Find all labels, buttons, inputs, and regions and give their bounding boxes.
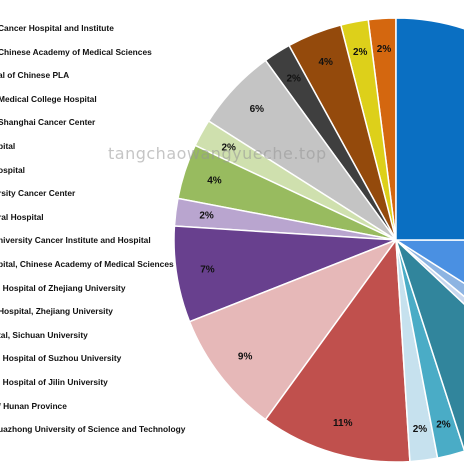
pie-slice — [393, 239, 464, 285]
pie-slices — [173, 17, 464, 463]
legend-entry: l Hospital of Suzhou University — [0, 353, 122, 364]
legend-entry: tal, Sichuan University — [0, 329, 88, 340]
slice-percent-label: 2% — [436, 420, 451, 431]
slice-percent-label: 2% — [353, 47, 368, 58]
slice-percent-label: 7% — [200, 265, 215, 276]
watermark: tangchaowangyueche.top — [108, 144, 327, 163]
slice-percent-label: 9% — [238, 352, 253, 363]
legend-entry: Hospital, Zhejiang University — [0, 306, 113, 317]
legend-entry: ospital — [0, 164, 25, 175]
legend-entry: al of Chinese PLA — [0, 70, 70, 81]
legend-entry: pital, Chinese Academy of Medical Scienc… — [0, 259, 174, 269]
pie-slice — [395, 239, 464, 305]
legend-entry: rsity Cancer Center — [0, 188, 76, 199]
legend-entry: niversity Cancer Institute and Hospital — [0, 235, 151, 246]
slice-percent-label: 6% — [250, 104, 265, 115]
legend-entry: Chinese Academy of Medical Sciences — [0, 46, 152, 57]
legend-entry: uazhong University of Science and Techno… — [0, 424, 186, 435]
legend-entry: Medical College Hospital — [0, 93, 97, 104]
legend-entry: pital — [0, 141, 16, 151]
legend-entry: f Hunan Province — [0, 400, 67, 411]
legend-entry: ral Hospital — [0, 211, 44, 222]
slice-percent-label: 2% — [199, 211, 214, 222]
slice-percent-label: 2% — [413, 424, 428, 435]
pie-labels: 2% 2% 4% 2% 6% 2% 4% 2% 7% 9% 11% 2% 2% — [199, 44, 450, 435]
pie-slice — [395, 17, 464, 241]
slice-percent-label: 2% — [286, 73, 301, 84]
pie-slice — [264, 237, 411, 463]
chart-legend: Cancer Hospital and Institute Chinese Aca… — [0, 0, 200, 464]
legend-entry: l Hospital of Zhejiang University — [0, 282, 126, 293]
legend-entry: Cancer Hospital and Institute — [0, 23, 114, 33]
slice-percent-label: 2% — [221, 143, 236, 154]
slice-percent-label: 2% — [377, 44, 392, 55]
slice-percent-label: 11% — [333, 418, 353, 429]
slice-percent-label: 4% — [207, 176, 222, 187]
pie-slice — [395, 239, 464, 452]
legend-entry: Shanghai Cancer Center — [0, 117, 96, 128]
pie-slice — [188, 238, 399, 421]
slice-percent-label: 4% — [318, 57, 333, 68]
pie-slice — [395, 239, 464, 298]
legend-entry: l Hospital of Jilin University — [0, 377, 108, 387]
